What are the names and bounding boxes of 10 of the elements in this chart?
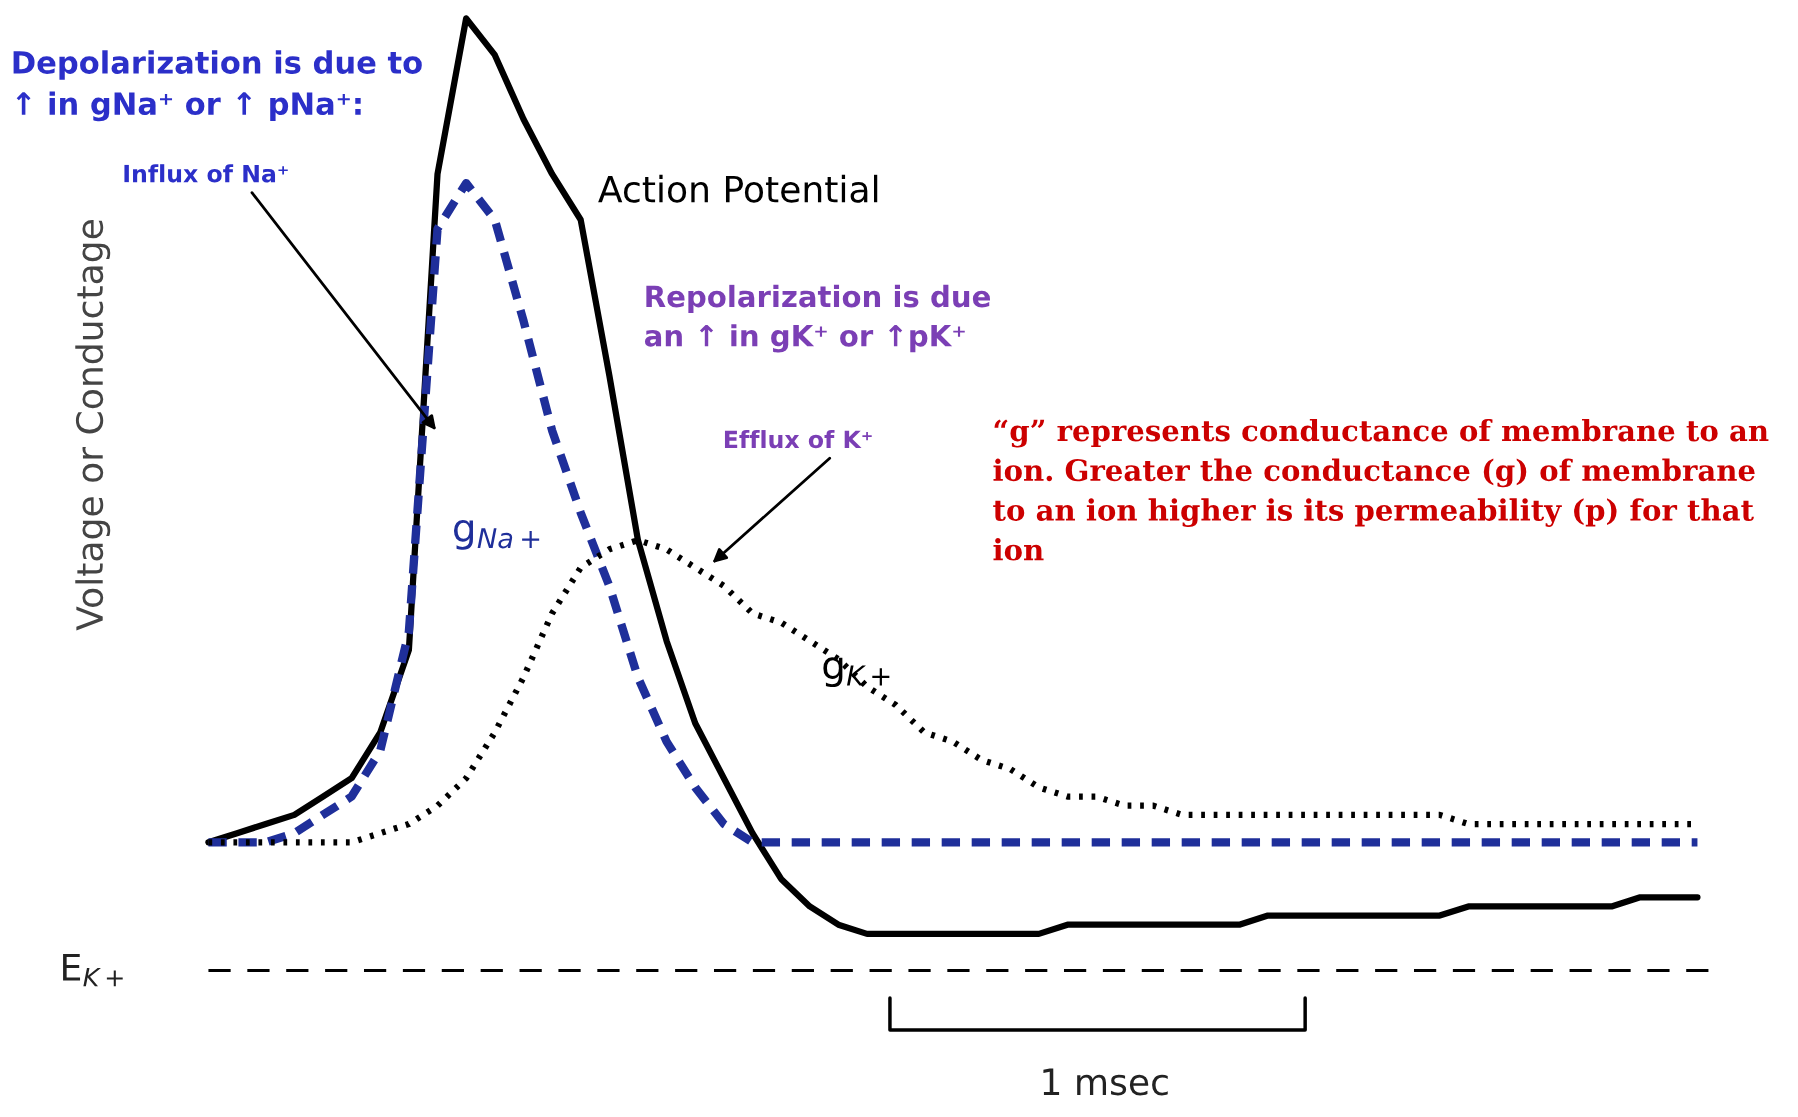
series-label: Action Potential xyxy=(598,174,878,203)
annotation: Depolarization is due to ↑ in gNa⁺ or ↑ pNa⁺: xyxy=(13,50,422,122)
annotation: Influx of Na⁺ xyxy=(124,164,288,183)
annotation: “g” represents conductance of membrane to an ion. Greater the conductance (g) of membrane to an ion higher is its permeability (p) for that ion xyxy=(993,418,1769,561)
text: 1 msec xyxy=(1043,1068,1168,1096)
annotation: Repolarization is due an ↑ in gK⁺ or ↑pK⁺ xyxy=(644,284,990,353)
y-axis-title: Voltage or Conductage xyxy=(75,220,111,631)
ref-line-label: E$_{K+}$ xyxy=(63,954,123,987)
series-label: g$_{Na+}$ xyxy=(453,519,540,550)
annotation: Efflux of K⁺ xyxy=(724,430,872,449)
